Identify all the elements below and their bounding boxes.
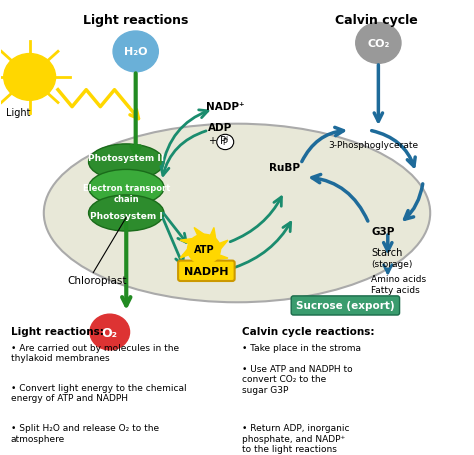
FancyBboxPatch shape <box>291 296 400 315</box>
Ellipse shape <box>89 145 164 181</box>
Text: Fatty acids: Fatty acids <box>371 285 420 294</box>
Text: Light reactions:: Light reactions: <box>11 326 104 336</box>
Polygon shape <box>204 228 216 250</box>
Text: Photosystem II: Photosystem II <box>88 154 164 163</box>
Text: • Take place in the stroma: • Take place in the stroma <box>242 343 361 352</box>
Polygon shape <box>204 250 214 271</box>
Polygon shape <box>192 250 204 271</box>
Text: NADPH: NADPH <box>184 266 228 276</box>
Text: Photosystem I: Photosystem I <box>90 211 163 220</box>
Polygon shape <box>204 241 228 250</box>
Circle shape <box>4 55 55 101</box>
Polygon shape <box>180 239 204 250</box>
Text: • Split H₂O and release O₂ to the
atmosphere: • Split H₂O and release O₂ to the atmosp… <box>11 424 159 443</box>
Text: Calvin cycle: Calvin cycle <box>335 14 418 27</box>
Ellipse shape <box>44 124 430 303</box>
Text: • Use ATP and NADPH to
convert CO₂ to the
sugar G3P: • Use ATP and NADPH to convert CO₂ to th… <box>242 364 352 394</box>
Text: Light reactions: Light reactions <box>83 14 188 27</box>
Text: Sucrose (export): Sucrose (export) <box>296 301 395 311</box>
Circle shape <box>188 235 220 264</box>
Circle shape <box>217 135 234 150</box>
Text: Light: Light <box>6 108 31 118</box>
Text: (storage): (storage) <box>371 259 413 268</box>
Text: chain: chain <box>113 194 139 203</box>
Text: Calvin cycle reactions:: Calvin cycle reactions: <box>242 326 374 336</box>
Text: 3-Phosphoglycerate: 3-Phosphoglycerate <box>328 141 419 150</box>
Text: G3P: G3P <box>371 227 395 237</box>
Text: Chloroplast: Chloroplast <box>67 275 127 285</box>
Text: RuBP: RuBP <box>269 163 300 173</box>
Polygon shape <box>204 250 228 260</box>
Text: Electron transport: Electron transport <box>82 183 170 192</box>
Circle shape <box>113 32 158 73</box>
Text: Pᴵ: Pᴵ <box>222 138 228 147</box>
Ellipse shape <box>89 170 164 206</box>
Text: • Convert light energy to the chemical
energy of ATP and NADPH: • Convert light energy to the chemical e… <box>11 383 186 403</box>
Text: CO₂: CO₂ <box>367 39 390 49</box>
Text: H₂O: H₂O <box>124 47 147 57</box>
Text: ATP: ATP <box>194 245 214 254</box>
Polygon shape <box>180 250 204 258</box>
Circle shape <box>90 314 129 350</box>
Circle shape <box>356 24 401 64</box>
Text: • Are carried out by molecules in the
thylakoid membranes: • Are carried out by molecules in the th… <box>11 343 179 362</box>
Polygon shape <box>194 228 204 250</box>
Text: ADP: ADP <box>209 123 233 133</box>
Text: • Return ADP, inorganic
phosphate, and NADP⁺
to the light reactions: • Return ADP, inorganic phosphate, and N… <box>242 424 349 453</box>
Text: Amino acids: Amino acids <box>371 274 427 283</box>
Text: O₂: O₂ <box>102 326 118 339</box>
Text: NADP⁺: NADP⁺ <box>206 101 245 111</box>
Text: + Pᴵ: + Pᴵ <box>209 136 228 146</box>
FancyBboxPatch shape <box>178 261 235 281</box>
Ellipse shape <box>89 196 164 232</box>
Text: Starch: Starch <box>371 248 403 258</box>
